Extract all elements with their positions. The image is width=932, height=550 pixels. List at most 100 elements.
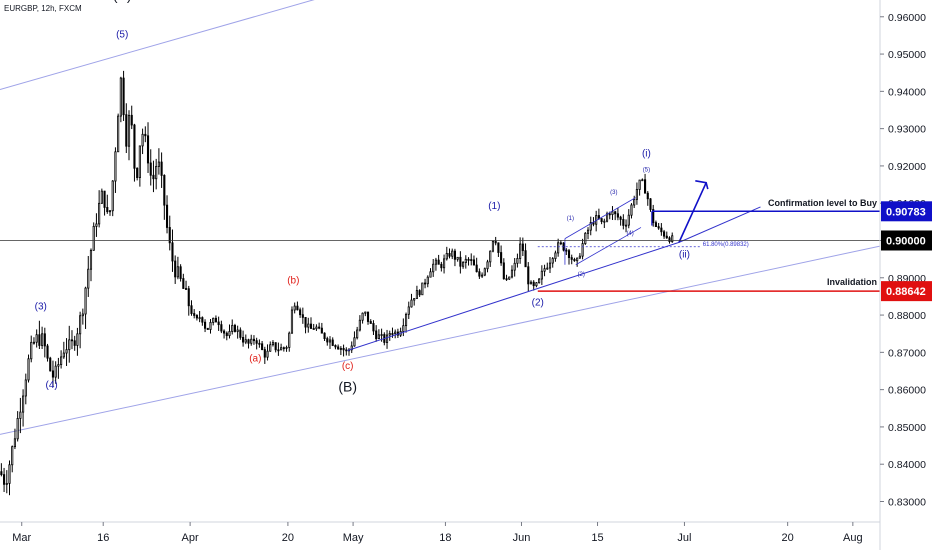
candle-body [38, 334, 41, 346]
wave-label: (3) [610, 190, 617, 196]
candle-body [622, 219, 625, 226]
candle-body [179, 266, 182, 279]
wave-label: (5) [116, 29, 128, 40]
time-tick-label: May [343, 532, 364, 544]
candle-body [133, 124, 136, 169]
candle-body [603, 220, 606, 223]
candle-body [470, 259, 473, 261]
candle-body [394, 331, 397, 335]
candle-body [155, 166, 158, 180]
candle-body [434, 259, 437, 265]
candle-body [459, 256, 462, 267]
wave-label: (i) [642, 149, 651, 160]
candle-body [508, 276, 511, 280]
candle-body [108, 210, 112, 213]
drawing-tools[interactable] [0, 180, 880, 351]
time-tick-label: 18 [439, 532, 451, 544]
candle-body [138, 145, 141, 178]
candle-body [293, 305, 296, 311]
candle-body [35, 334, 38, 343]
candle-body [605, 213, 609, 222]
candle-body [443, 258, 446, 269]
candle-body [282, 347, 285, 350]
symbol-label: EURGBP, 12h, FXCM [4, 4, 82, 13]
candle-body [377, 334, 380, 340]
candle-body [339, 348, 342, 350]
wave-label: (5) [643, 168, 650, 174]
candle-body [391, 333, 394, 335]
candle-body [106, 207, 109, 213]
projection-arrow[interactable] [678, 182, 707, 243]
candle-body [8, 464, 11, 484]
wave-label: (2) [578, 272, 585, 278]
candle-body [548, 262, 552, 269]
candle-body [5, 482, 8, 485]
candle-body [350, 345, 353, 351]
candle-body [57, 364, 60, 367]
candle-body [527, 266, 530, 285]
wedge-upper-line[interactable] [564, 197, 636, 239]
candle-body [437, 259, 440, 265]
candle-body [81, 313, 84, 317]
candle-body [413, 298, 416, 301]
invalidation-price-tag[interactable] [881, 281, 932, 302]
channel-lower-line[interactable] [0, 245, 881, 435]
candle-body [323, 332, 326, 339]
candle-body [611, 211, 614, 215]
confirmation-price-tag[interactable] [881, 201, 932, 222]
candle-body [429, 271, 432, 278]
price-tick-label: 0.83000 [888, 496, 926, 508]
candle-body [489, 250, 492, 263]
projection-line[interactable] [678, 206, 761, 243]
candle-body [331, 339, 334, 346]
candle-body [652, 209, 655, 224]
candle-body [3, 474, 6, 485]
candle-body [608, 213, 611, 216]
candle-body [43, 333, 46, 347]
level-label: Invalidation [827, 277, 877, 287]
candle-body [630, 204, 633, 216]
candle-body [385, 334, 389, 343]
candle-body [638, 179, 641, 190]
candle-body [195, 315, 198, 319]
candle-body [263, 349, 266, 358]
level-label: Confirmation level to Buy [768, 198, 877, 208]
candle-body [451, 250, 454, 257]
candle-body [671, 235, 674, 242]
time-tick-label: 20 [782, 532, 794, 544]
candle-body [152, 174, 155, 180]
candle-body [432, 263, 435, 273]
candle-body [304, 316, 307, 328]
candle-body [404, 313, 408, 327]
candle-body [576, 257, 579, 262]
candle-body [160, 161, 163, 176]
wedge-lower-line[interactable] [575, 227, 642, 266]
candle-body [660, 227, 663, 233]
candle-body [214, 317, 217, 323]
current-price-tag[interactable] [881, 230, 932, 251]
candle-body [236, 329, 239, 332]
time-tick-label: Mar [12, 532, 31, 544]
candle-body [464, 258, 467, 263]
candle-body [144, 133, 147, 137]
time-axis[interactable]: Mar 16 Apr 20 May 18 Jun 15 Jul 20 Aug [0, 521, 880, 544]
candle-body [296, 305, 299, 311]
candle-body [146, 135, 150, 164]
candle-body [274, 342, 277, 351]
channel-upper-line[interactable] [0, 0, 326, 90]
support-trendline[interactable] [347, 241, 680, 351]
candle-body [255, 340, 258, 344]
candle-body [641, 179, 644, 182]
candle-body [209, 322, 212, 330]
candle-body [364, 311, 367, 314]
candle-body [127, 114, 131, 147]
candle-body [361, 312, 364, 321]
candle-body [421, 282, 424, 296]
candle-body [27, 358, 30, 381]
candle-body [11, 446, 14, 466]
candle-body [570, 257, 573, 260]
candle-body [285, 346, 288, 349]
price-axis[interactable]: 0.960000.950000.940000.930000.920000.910… [879, 0, 932, 550]
candle-body [644, 179, 647, 194]
